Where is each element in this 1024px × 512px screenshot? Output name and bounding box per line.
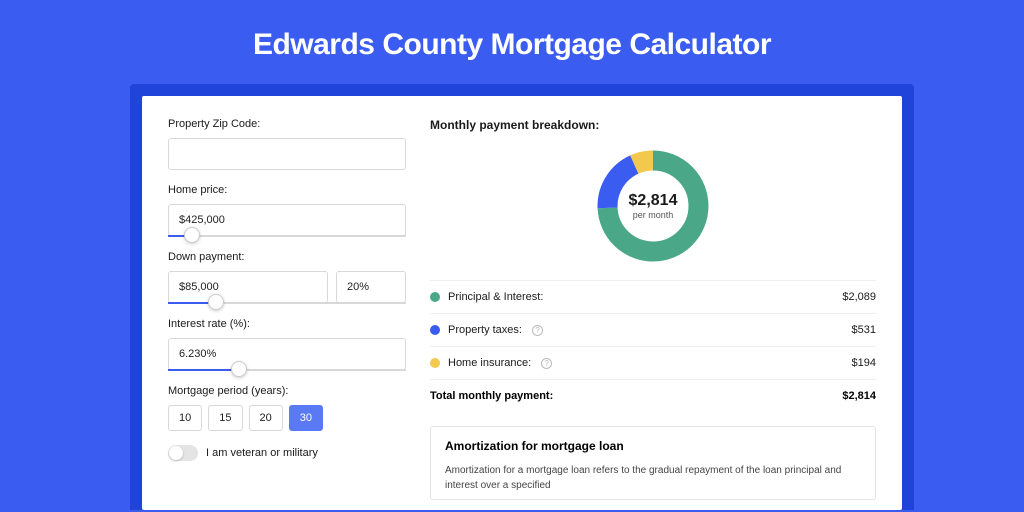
down-payment-slider-thumb[interactable] [208,294,224,310]
legend-home-insurance: Home insurance: ? $194 [430,346,876,379]
period-option-10[interactable]: 10 [168,405,202,431]
down-payment-percent-input[interactable] [336,271,406,303]
interest-rate-label: Interest rate (%): [168,318,406,330]
zip-input[interactable] [168,138,406,170]
donut-center: $2,814 per month [629,192,678,220]
info-taxes-icon[interactable]: ? [532,325,543,336]
breakdown-column: Monthly payment breakdown: $2,814 per mo… [430,118,876,500]
total-value: $2,814 [842,390,876,402]
legend-insurance-value: $194 [852,357,876,369]
down-payment-label: Down payment: [168,251,406,263]
mortgage-period-group: Mortgage period (years): 10 15 20 30 [168,385,406,431]
legend-insurance-label: Home insurance: [448,357,531,369]
form-column: Property Zip Code: Home price: Down paym… [168,118,406,500]
donut-sub: per month [629,210,678,220]
zip-field-group: Property Zip Code: [168,118,406,170]
legend-principal-label: Principal & Interest: [448,291,543,303]
page-title: Edwards County Mortgage Calculator [0,0,1024,84]
home-price-slider-thumb[interactable] [184,227,200,243]
legend-taxes-label: Property taxes: [448,324,522,336]
amortization-title: Amortization for mortgage loan [445,439,861,453]
veteran-toggle[interactable] [168,445,198,461]
legend-taxes-value: $531 [852,324,876,336]
period-option-30[interactable]: 30 [289,405,323,431]
amortization-text: Amortization for a mortgage loan refers … [445,463,861,493]
down-payment-amount-input[interactable] [168,271,328,303]
home-price-group: Home price: [168,184,406,237]
donut-chart-wrap: $2,814 per month [430,146,876,266]
dot-taxes-icon [430,325,440,335]
period-option-20[interactable]: 20 [249,405,283,431]
dot-insurance-icon [430,358,440,368]
outer-frame: Property Zip Code: Home price: Down paym… [130,84,914,510]
veteran-toggle-knob [169,446,183,460]
legend-principal-interest: Principal & Interest: $2,089 [430,280,876,313]
interest-rate-group: Interest rate (%): [168,318,406,371]
mortgage-period-options: 10 15 20 30 [168,405,406,431]
legend-principal-value: $2,089 [842,291,876,303]
mortgage-period-label: Mortgage period (years): [168,385,406,397]
total-row: Total monthly payment: $2,814 [430,379,876,412]
interest-rate-slider-thumb[interactable] [231,361,247,377]
home-price-slider[interactable] [168,235,406,237]
interest-rate-slider[interactable] [168,369,406,371]
calculator-card: Property Zip Code: Home price: Down paym… [142,96,902,510]
down-payment-slider[interactable] [168,302,406,304]
amortization-box: Amortization for mortgage loan Amortizat… [430,426,876,500]
home-price-label: Home price: [168,184,406,196]
dot-principal-icon [430,292,440,302]
info-insurance-icon[interactable]: ? [541,358,552,369]
donut-amount: $2,814 [629,192,678,210]
legend-property-taxes: Property taxes: ? $531 [430,313,876,346]
zip-label: Property Zip Code: [168,118,406,130]
down-payment-group: Down payment: [168,251,406,304]
breakdown-title: Monthly payment breakdown: [430,118,876,132]
veteran-toggle-label: I am veteran or military [206,447,318,459]
home-price-input[interactable] [168,204,406,236]
donut-chart: $2,814 per month [593,146,713,266]
veteran-toggle-row: I am veteran or military [168,445,406,461]
interest-rate-input[interactable] [168,338,406,370]
period-option-15[interactable]: 15 [208,405,242,431]
total-label: Total monthly payment: [430,390,553,402]
